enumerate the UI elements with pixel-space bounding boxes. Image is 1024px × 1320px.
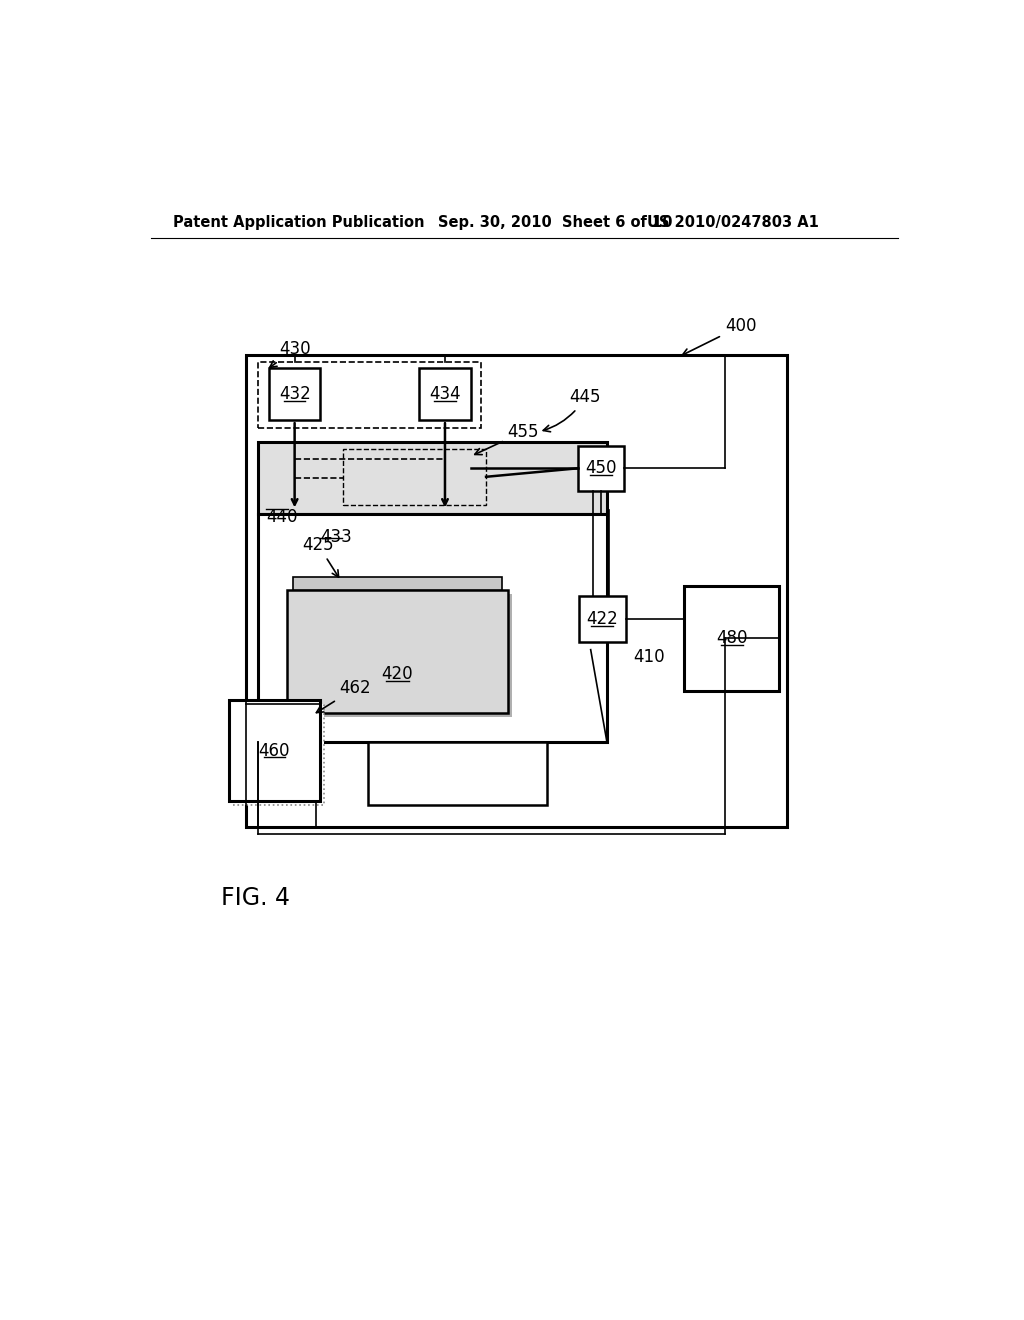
Text: 425: 425 xyxy=(302,536,339,577)
Bar xyxy=(246,355,786,826)
Text: 434: 434 xyxy=(429,385,461,403)
Bar xyxy=(258,515,607,742)
Text: 445: 445 xyxy=(543,388,601,432)
Text: 460: 460 xyxy=(259,742,290,759)
Text: 420: 420 xyxy=(382,665,413,684)
Bar xyxy=(228,700,321,801)
Text: 422: 422 xyxy=(587,610,618,628)
Text: Patent Application Publication: Patent Application Publication xyxy=(173,215,425,230)
Bar xyxy=(578,446,624,491)
Text: 450: 450 xyxy=(585,459,616,478)
Text: 410: 410 xyxy=(633,648,665,667)
Bar xyxy=(292,594,512,718)
Bar xyxy=(232,704,324,805)
Text: 400: 400 xyxy=(682,317,757,355)
Bar xyxy=(369,742,547,805)
Bar xyxy=(287,590,508,713)
Bar xyxy=(343,449,486,506)
Bar xyxy=(419,368,471,420)
Bar xyxy=(269,368,321,420)
Text: 440: 440 xyxy=(266,508,297,525)
Text: Sep. 30, 2010  Sheet 6 of 10: Sep. 30, 2010 Sheet 6 of 10 xyxy=(438,215,673,230)
Text: 430: 430 xyxy=(269,341,310,367)
Text: 462: 462 xyxy=(316,680,372,713)
Text: US 2010/0247803 A1: US 2010/0247803 A1 xyxy=(647,215,819,230)
Bar xyxy=(293,577,502,590)
Text: FIG. 4: FIG. 4 xyxy=(221,886,290,909)
Bar xyxy=(579,595,626,642)
Bar xyxy=(684,586,779,692)
Bar xyxy=(258,363,480,428)
Text: 433: 433 xyxy=(321,528,352,546)
Bar xyxy=(258,442,607,515)
Text: 432: 432 xyxy=(279,385,310,403)
Text: 455: 455 xyxy=(475,422,540,454)
Text: 480: 480 xyxy=(716,630,748,648)
